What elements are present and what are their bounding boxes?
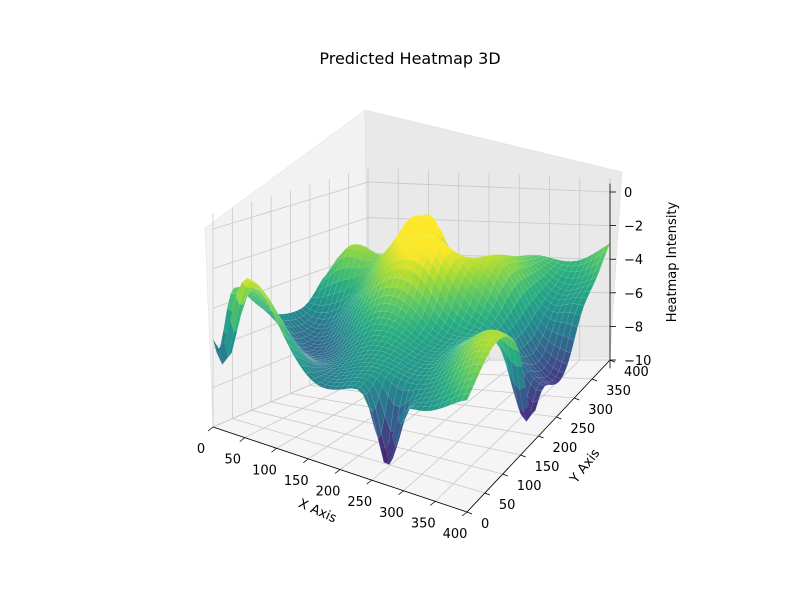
x-tick-label: 100 [252, 463, 277, 478]
z-axis-label: Heatmap Intensity [665, 201, 680, 322]
y-tick-mark [502, 473, 508, 477]
z-axis-ticks: 0 −2 −4 −6 −8 −10 [610, 186, 651, 369]
y-tick-mark [538, 435, 544, 439]
x-tick-mark [430, 501, 436, 506]
y-tick-mark [484, 492, 491, 496]
y-tick-label: 250 [570, 422, 595, 437]
surface-facet [565, 337, 575, 354]
z-tick-label: −6 [624, 287, 643, 302]
x-tick-label: 400 [443, 527, 468, 542]
z-tick-label: 0 [624, 186, 632, 201]
surface-facet [496, 332, 507, 338]
surface-facet [562, 350, 572, 365]
x-tick-mark [461, 511, 468, 517]
surface-mesh [212, 213, 611, 466]
z-tick-label: −8 [624, 320, 643, 335]
x-tick-label: 50 [224, 453, 241, 468]
y-tick-label: 200 [553, 441, 578, 456]
z-tick-label: −4 [624, 253, 643, 268]
surface-facet [460, 393, 471, 402]
x-tick-mark [271, 447, 277, 453]
y-tick-label: 0 [481, 517, 489, 532]
surface-facet [493, 334, 504, 340]
surface-facet [529, 400, 539, 417]
z-tick-label: −10 [624, 354, 651, 369]
surface-facet [490, 336, 500, 343]
surface-facet [516, 366, 526, 391]
x-tick-label: 200 [316, 485, 341, 500]
surface-facet [513, 348, 523, 367]
x-tick-mark [207, 426, 214, 432]
y-tick-label: 400 [624, 365, 649, 380]
surface-facet [477, 356, 487, 365]
x-tick-label: 0 [197, 442, 205, 457]
surface-facet [571, 313, 581, 328]
y-tick-label: 50 [499, 498, 516, 513]
chart-title: Predicted Heatmap 3D [319, 49, 500, 68]
y-tick-mark [556, 416, 562, 420]
x-tick-mark [239, 437, 245, 442]
x-tick-mark [398, 490, 404, 496]
surface-facet [581, 290, 591, 299]
x-tick-label: 250 [347, 495, 372, 510]
surface-facet [584, 283, 595, 292]
x-tick-label: 150 [284, 474, 309, 489]
y-tick-label: 150 [535, 460, 560, 475]
x-axis-label: X Axis [296, 496, 339, 526]
surface-facet [545, 381, 556, 386]
y-tick-label: 350 [606, 384, 631, 399]
x-tick-mark [366, 479, 372, 485]
x-tick-label: 350 [411, 516, 436, 531]
y-tick-label: 300 [588, 403, 613, 418]
surface-facet [568, 324, 578, 341]
y-tick-label: 100 [517, 479, 542, 494]
y-tick-mark [520, 454, 526, 458]
surface-facet [532, 389, 543, 403]
y-tick-mark [574, 397, 580, 401]
surface-facet [591, 268, 601, 280]
x-tick-mark [334, 469, 341, 474]
y-tick-mark [466, 511, 473, 515]
y-tick-mark [591, 378, 598, 382]
x-tick-label: 300 [379, 506, 404, 521]
surface-facet [506, 334, 516, 343]
surface-facet [499, 332, 510, 337]
z-tick-label: −2 [624, 220, 643, 235]
surface-facet [552, 376, 562, 383]
x-tick-mark [303, 458, 309, 464]
x-axis-ticks: 0 50 100 150 200 250 300 350 400 [197, 426, 468, 542]
